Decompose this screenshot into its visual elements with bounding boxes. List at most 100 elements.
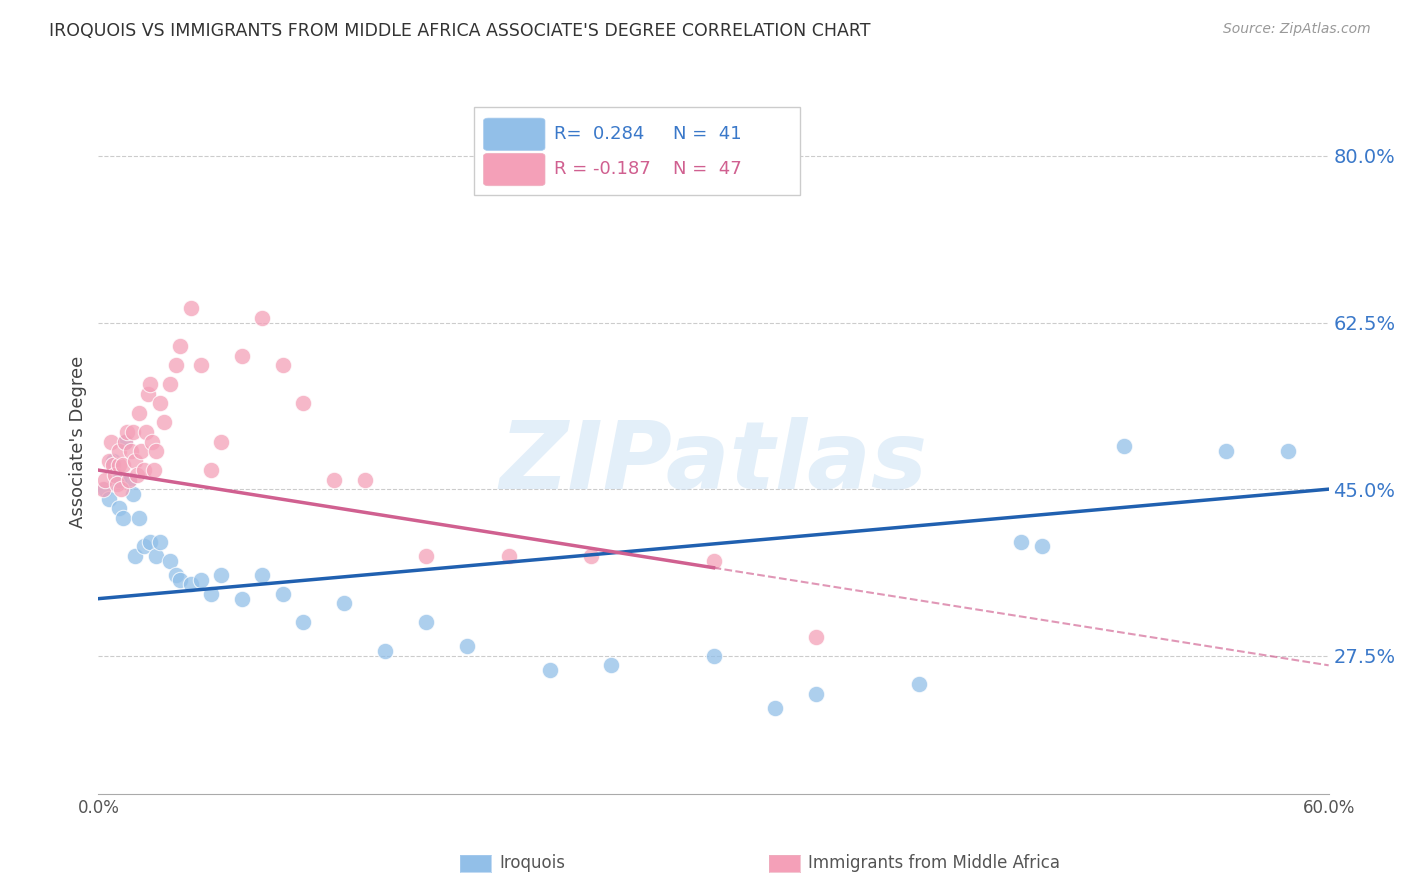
Point [457,640,479,654]
Point [271,587,294,601]
Point [120,444,142,458]
Point [169,573,191,587]
Text: Iroquois: Iroquois [499,855,565,872]
Point [292,396,315,410]
Point [105,477,128,491]
Point [118,473,141,487]
Point [374,644,396,658]
Point [200,587,222,601]
Point [101,458,124,473]
Point [703,553,725,567]
Point [231,591,253,606]
Point [200,463,222,477]
Point [93,473,115,487]
Point [271,359,294,373]
Point [122,487,145,501]
Point [165,359,187,373]
Point [1031,539,1053,553]
Text: Source: ZipAtlas.com: Source: ZipAtlas.com [1223,22,1371,37]
Point [415,549,437,563]
Point [804,687,827,701]
Point [112,458,135,473]
Point [135,425,157,439]
Point [128,406,150,420]
Point [292,615,315,630]
Text: R = -0.187: R = -0.187 [554,160,651,178]
Point [145,444,167,458]
Point [97,491,120,506]
Point [1277,444,1299,458]
Point [415,615,437,630]
Point [252,310,274,325]
Point [703,648,725,663]
Point [100,434,122,449]
Point [101,453,124,467]
Point [145,549,167,563]
Point [114,434,136,449]
Text: IROQUOIS VS IMMIGRANTS FROM MIDDLE AFRICA ASSOCIATE'S DEGREE CORRELATION CHART: IROQUOIS VS IMMIGRANTS FROM MIDDLE AFRIC… [49,22,870,40]
Point [124,453,146,467]
Text: Immigrants from Middle Africa: Immigrants from Middle Africa [808,855,1060,872]
Point [149,534,172,549]
Point [122,425,145,439]
FancyBboxPatch shape [484,118,546,151]
Point [165,567,187,582]
Point [97,453,120,467]
Point [159,553,181,567]
Point [128,510,150,524]
Point [131,444,153,458]
Point [153,416,176,430]
Point [138,534,160,549]
Point [231,349,253,363]
Text: N =  47: N = 47 [673,160,742,178]
Point [138,377,160,392]
Point [159,377,181,392]
Point [115,425,138,439]
Point [180,577,202,591]
Point [108,458,131,473]
Point [114,434,136,449]
Point [127,467,149,482]
Point [1010,534,1032,549]
Point [600,658,623,673]
Point [333,596,356,610]
Y-axis label: Associate's Degree: Associate's Degree [69,355,87,528]
Point [142,463,165,477]
Point [180,301,202,316]
Point [907,677,929,691]
Point [91,482,114,496]
Point [132,463,155,477]
Point [124,549,146,563]
Point [110,482,132,496]
FancyBboxPatch shape [474,107,800,194]
Point [108,444,131,458]
Point [190,359,212,373]
Point [132,539,155,553]
Point [112,510,135,524]
Point [118,473,141,487]
Text: ZIPatlas: ZIPatlas [499,417,928,508]
Point [104,467,127,482]
Point [354,473,377,487]
FancyBboxPatch shape [484,153,546,186]
Point [1215,444,1237,458]
Text: R=  0.284: R= 0.284 [554,125,644,143]
Point [190,573,212,587]
Point [1112,439,1135,453]
Point [804,630,827,644]
Point [323,473,346,487]
Point [136,387,159,401]
Point [211,434,233,449]
Text: N =  41: N = 41 [673,125,741,143]
Point [538,663,561,677]
Point [579,549,602,563]
Point [252,567,274,582]
Point [149,396,172,410]
Point [498,549,520,563]
Point [93,482,115,496]
Point [108,501,131,516]
Point [211,567,233,582]
Point [108,473,131,487]
Point [763,701,786,715]
Point [141,434,163,449]
